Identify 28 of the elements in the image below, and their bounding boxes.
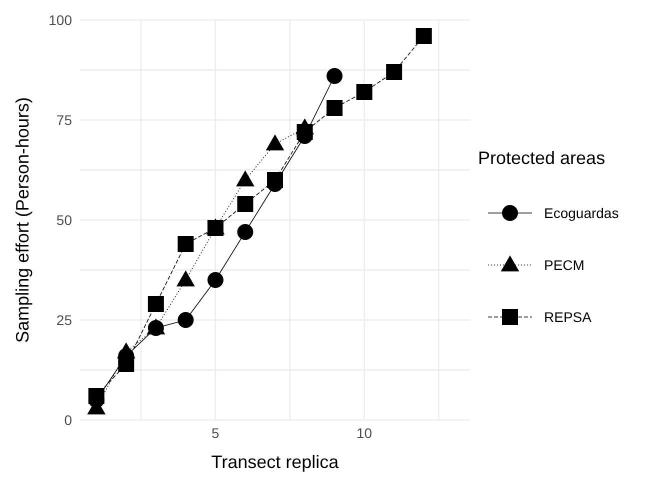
point (386, 64, 402, 80)
point (178, 236, 194, 252)
y-tick-label: 100 (48, 12, 72, 28)
point (148, 296, 164, 312)
point (118, 356, 134, 372)
point (356, 84, 372, 100)
y-axis-title: Sampling effort (Person-hours) (12, 97, 32, 343)
point (237, 196, 254, 212)
point (326, 68, 343, 84)
point (326, 100, 343, 116)
point (207, 272, 224, 288)
x-tick-label: 5 (212, 424, 220, 441)
y-tick-label: 0 (64, 412, 72, 428)
point (88, 388, 104, 404)
point (237, 224, 254, 240)
x-tick-label: 10 (356, 424, 372, 441)
point (267, 172, 283, 188)
legend-label: PECM (544, 257, 584, 273)
y-tick-label: 75 (56, 112, 72, 128)
point (296, 124, 313, 140)
y-tick-label: 25 (56, 312, 72, 328)
legend-title: Protected areas (478, 148, 606, 169)
point (416, 28, 432, 44)
legend-label: REPSA (544, 309, 592, 325)
y-tick-label: 50 (56, 212, 72, 228)
x-axis-title: Transect replica (211, 452, 340, 472)
point (178, 312, 194, 328)
legend-label: Ecoguardas (544, 205, 619, 221)
